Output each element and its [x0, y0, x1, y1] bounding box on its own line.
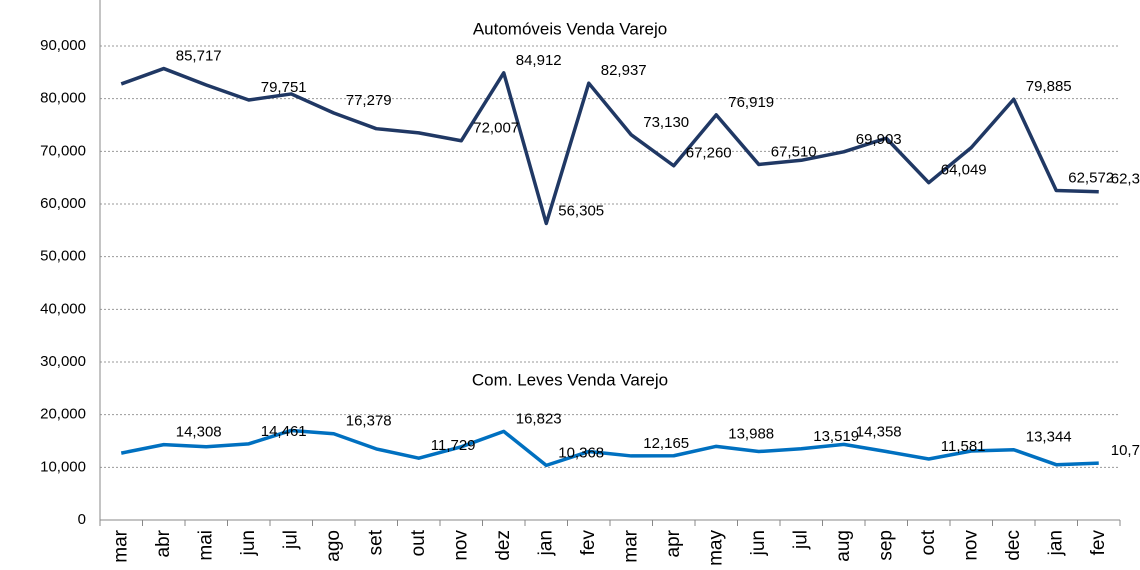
x-tick-label: jul [280, 530, 301, 550]
y-tick-label: 30,000 [40, 353, 86, 370]
data-label: 16,823 [516, 410, 562, 427]
data-label: 67,510 [771, 143, 817, 160]
x-tick-label: dez [493, 530, 514, 561]
data-label: 62,334 [1111, 171, 1140, 188]
data-label: 14,358 [856, 423, 902, 440]
x-tick-label: abr [153, 529, 174, 557]
x-tick-label: oct [918, 529, 939, 555]
data-label: 16,378 [346, 413, 392, 430]
data-label: 13,344 [1026, 429, 1072, 446]
data-label: 10,795 [1111, 442, 1140, 459]
data-label: 13,988 [728, 425, 774, 442]
data-label: 72,007 [473, 120, 519, 137]
x-tick-label: ago [323, 530, 344, 562]
x-tick-label: out [408, 529, 429, 556]
data-label: 76,919 [728, 94, 774, 111]
y-tick-label: 90,000 [40, 37, 86, 54]
series-title: Automóveis Venda Varejo [473, 19, 667, 38]
data-label: 14,461 [261, 423, 307, 440]
series-line [120, 428, 1099, 468]
data-label: 14,308 [176, 424, 222, 441]
x-tick-label: jun [748, 530, 769, 556]
x-tick-label: jul [790, 530, 811, 550]
data-label: 77,279 [346, 92, 392, 109]
data-label: 11,581 [941, 438, 986, 455]
x-tick-label: dec [1003, 530, 1024, 561]
series-line [120, 66, 1099, 226]
x-tick-label: nov [450, 530, 471, 561]
x-tick-label: apr [663, 529, 684, 557]
y-tick-label: 70,000 [40, 142, 86, 159]
data-label: 69,903 [856, 131, 902, 148]
x-tick-label: jun [238, 530, 259, 556]
series-title: Com. Leves Venda Varejo [472, 370, 668, 389]
data-label: 82,937 [601, 62, 647, 79]
x-tick-label: jan [1045, 530, 1066, 556]
data-label: 79,751 [261, 79, 307, 96]
x-tick-label: mar [110, 529, 131, 562]
data-label: 79,885 [1026, 78, 1072, 95]
x-tick-label: fev [578, 530, 599, 556]
x-tick-label: set [365, 529, 386, 555]
data-label: 64,049 [941, 162, 987, 179]
y-tick-label: 10,000 [40, 458, 86, 475]
data-label: 67,260 [686, 145, 732, 162]
data-label: 84,912 [516, 52, 562, 69]
data-label: 10,368 [558, 444, 604, 461]
x-tick-label: sep [875, 530, 896, 561]
y-tick-label: 60,000 [40, 195, 86, 212]
data-label: 73,130 [643, 114, 689, 131]
y-tick-label: 80,000 [40, 90, 86, 107]
data-label: 12,165 [643, 435, 689, 452]
y-tick-label: 50,000 [40, 248, 86, 265]
data-label: 56,305 [558, 202, 604, 219]
data-label: 62,572 [1068, 169, 1114, 186]
x-tick-label: mar [620, 529, 641, 562]
data-label: 13,519 [813, 428, 859, 445]
y-tick-label: 0 [78, 511, 86, 528]
x-tick-label: jan [535, 530, 556, 556]
x-tick-label: mai [195, 530, 216, 561]
x-tick-label: aug [833, 530, 854, 562]
y-tick-label: 40,000 [40, 300, 86, 317]
y-tick-label: 20,000 [40, 406, 86, 423]
data-label: 11,729 [431, 437, 476, 454]
x-tick-label: nov [960, 530, 981, 561]
x-tick-label: fev [1088, 530, 1109, 556]
data-label: 85,717 [176, 48, 222, 65]
x-tick-label: may [705, 530, 726, 566]
